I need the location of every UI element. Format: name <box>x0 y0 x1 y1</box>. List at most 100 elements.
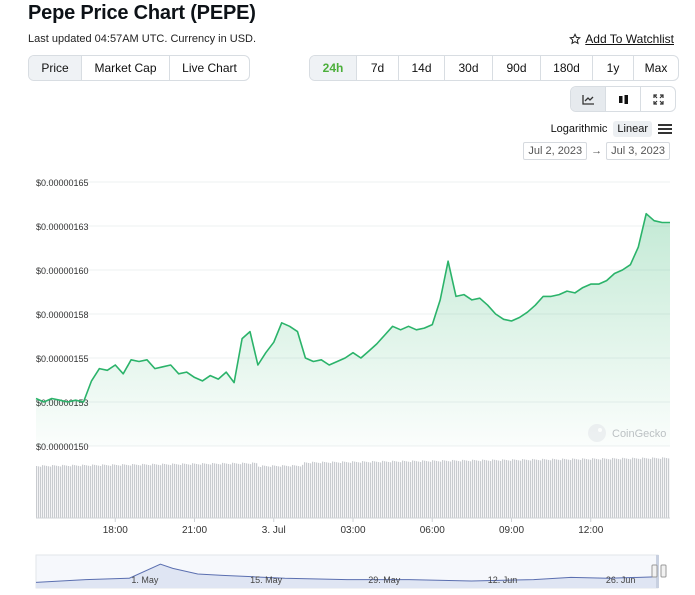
volume-bar <box>584 458 586 518</box>
volume-bar <box>186 464 188 518</box>
volume-bar <box>212 462 214 518</box>
volume-bar <box>60 466 62 518</box>
volume-bar <box>660 458 662 518</box>
volume-bar <box>414 460 416 518</box>
volume-bar <box>634 458 636 518</box>
y-tick-label: $0.00000163 <box>36 222 89 232</box>
volume-bar <box>284 465 286 518</box>
expand-icon <box>652 93 664 105</box>
volume-bar <box>260 466 262 518</box>
volume-bar <box>522 459 524 518</box>
range-180d[interactable]: 180d <box>541 56 593 80</box>
volume-bar <box>306 462 308 518</box>
navigator-tick-label: 26. Jun <box>606 575 636 585</box>
volume-bar <box>302 464 304 518</box>
scale-linear[interactable]: Linear <box>613 121 652 137</box>
volume-bar <box>160 465 162 518</box>
volume-bar <box>616 458 618 518</box>
tab-price[interactable]: Price <box>29 56 82 80</box>
volume-bar <box>358 462 360 518</box>
x-tick-label: 03:00 <box>340 525 365 536</box>
volume-bar <box>276 465 278 518</box>
x-axis-labels: 18:00 21:00 3. Jul 03:00 06:00 09:00 12:00 <box>36 517 670 536</box>
volume-bar <box>248 463 250 518</box>
scale-logarithmic[interactable]: Logarithmic <box>550 123 608 135</box>
navigator-tick-label: 15. May <box>250 575 283 585</box>
volume-bar <box>198 464 200 518</box>
volume-bar <box>590 459 592 518</box>
volume-bar <box>614 458 616 518</box>
volume-bar <box>180 464 182 518</box>
volume-bar <box>132 463 134 518</box>
volume-bar <box>630 459 632 518</box>
range-7d[interactable]: 7d <box>357 56 399 80</box>
range-30d[interactable]: 30d <box>445 56 493 80</box>
range-max[interactable]: Max <box>644 61 668 75</box>
volume-bar <box>150 465 152 518</box>
volume-bar <box>226 463 228 518</box>
volume-bar <box>190 464 192 518</box>
volume-bar <box>54 465 56 518</box>
tab-market-cap[interactable]: Market Cap <box>82 56 170 80</box>
arrow-right-icon: → <box>591 145 603 157</box>
volume-bar <box>506 460 508 518</box>
volume-bar <box>472 459 474 518</box>
volume-bar <box>470 461 472 518</box>
volume-bar <box>332 461 334 518</box>
volume-bar <box>370 462 372 518</box>
volume-bar <box>210 464 212 518</box>
range-1y[interactable]: 1y <box>593 56 634 80</box>
volume-bar <box>376 461 378 518</box>
volume-bar <box>596 458 598 518</box>
volume-bar <box>492 459 494 518</box>
volume-bar <box>452 459 454 518</box>
tab-live-chart[interactable]: Live Chart <box>182 61 237 75</box>
volume-bar <box>408 461 410 518</box>
range-90d[interactable]: 90d <box>493 56 541 80</box>
volume-bar <box>554 459 556 518</box>
volume-bar <box>524 459 526 518</box>
volume-bar <box>314 462 316 518</box>
hamburger-menu-icon[interactable] <box>658 122 672 136</box>
volume-bar <box>256 463 258 518</box>
volume-bar <box>612 457 614 518</box>
volume-bar <box>96 465 98 518</box>
volume-bar <box>642 457 644 518</box>
volume-bar <box>404 460 406 518</box>
range-24h[interactable]: 24h <box>310 56 357 80</box>
volume-bar <box>486 460 488 518</box>
candlestick-toggle[interactable] <box>606 87 641 111</box>
volume-bar <box>340 462 342 518</box>
volume-bar <box>384 461 386 518</box>
volume-bar <box>402 460 404 518</box>
volume-bar <box>78 465 80 518</box>
volume-bar <box>158 464 160 518</box>
volume-bar <box>600 459 602 518</box>
volume-bar <box>228 463 230 518</box>
volume-bar <box>388 461 390 518</box>
add-to-watchlist-link[interactable]: Add To Watchlist <box>569 32 674 46</box>
volume-bar <box>36 466 38 518</box>
volume-bar <box>290 466 292 518</box>
line-chart-toggle[interactable] <box>571 87 606 111</box>
date-from-input[interactable]: Jul 2, 2023 <box>523 142 588 160</box>
volume-bar <box>242 462 244 518</box>
volume-bar <box>348 462 350 518</box>
volume-bar <box>196 463 198 518</box>
volume-bar <box>108 465 110 518</box>
volume-bar <box>578 459 580 518</box>
price-line <box>35 212 670 403</box>
fullscreen-button[interactable] <box>641 87 675 111</box>
date-to-input[interactable]: Jul 3, 2023 <box>606 142 670 160</box>
volume-bar <box>532 458 534 518</box>
volume-bar <box>542 458 544 518</box>
volume-bar <box>618 459 620 518</box>
volume-bar <box>480 461 482 518</box>
volume-bar <box>652 457 654 518</box>
volume-bar <box>562 458 564 518</box>
volume-bar <box>520 460 522 518</box>
volume-bar <box>438 461 440 518</box>
volume-bar <box>654 457 656 518</box>
range-14d[interactable]: 14d <box>399 56 445 80</box>
volume-bar <box>468 460 470 518</box>
